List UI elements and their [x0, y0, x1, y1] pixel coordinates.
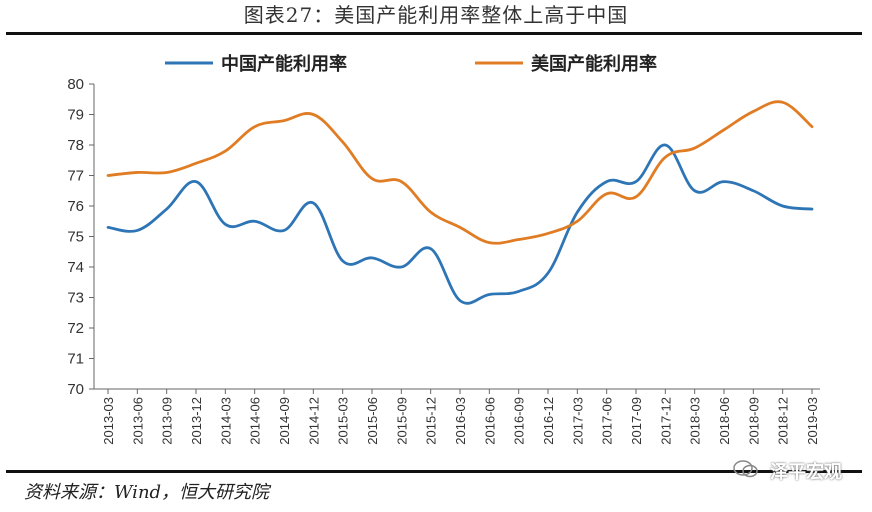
y-tick-label: 76	[67, 198, 84, 215]
x-tick-label: 2016-06	[482, 397, 497, 445]
y-tick-label: 78	[67, 137, 84, 154]
y-tick-label: 77	[67, 168, 84, 185]
series-line	[106, 100, 814, 245]
y-tick-label: 75	[67, 229, 84, 246]
x-tick-label: 2017-09	[629, 397, 644, 445]
figure-title: 图表27：美国产能利用率整体上高于中国	[243, 3, 629, 27]
wechat-icon	[733, 460, 758, 478]
x-tick-label: 2013-06	[130, 397, 145, 445]
chart-ticks: 70 71 72 73 74 75 76 77 78 79 80 2013-03 2013-06 2013…	[67, 76, 820, 445]
x-tick-label: 2015-09	[394, 397, 409, 445]
x-tick-label: 2017-12	[658, 397, 673, 445]
y-tick-label: 79	[67, 107, 84, 124]
x-tick-label: 2013-03	[101, 397, 116, 445]
x-tick-label: 2016-12	[541, 397, 556, 445]
watermark: 泽平宏观	[770, 462, 842, 483]
series-line	[106, 143, 814, 305]
x-tick-label: 2016-03	[453, 397, 468, 445]
x-tick-label: 2015-03	[336, 397, 351, 445]
y-tick-label: 80	[67, 76, 84, 93]
legend-label: 美国产能利用率	[531, 53, 657, 75]
x-tick-label: 2014-09	[277, 397, 292, 445]
chart-legend: 中国产能利用率 美国产能利用率	[165, 53, 657, 75]
x-tick-label: 2014-12	[306, 397, 321, 445]
x-tick-label: 2014-03	[218, 397, 233, 445]
x-tick-label: 2017-06	[600, 397, 615, 445]
x-tick-label: 2018-12	[776, 397, 791, 445]
y-tick-label: 72	[67, 320, 84, 337]
y-tick-label: 73	[67, 290, 84, 307]
line-chart: 中国产能利用率 美国产能利用率 70 71 72 73 74 75 76 77 78 79 80 201…	[67, 53, 820, 445]
bottom-rule	[6, 470, 862, 473]
x-tick-label: 2018-06	[717, 397, 732, 445]
x-tick-label: 2013-12	[189, 397, 204, 445]
x-tick-label: 2016-09	[512, 397, 527, 445]
x-tick-label: 2014-06	[248, 397, 263, 445]
legend-label: 中国产能利用率	[221, 53, 347, 75]
x-tick-label: 2018-03	[688, 397, 703, 445]
y-tick-label: 74	[67, 259, 84, 276]
x-tick-label: 2015-06	[365, 397, 380, 445]
y-tick-label: 70	[67, 381, 84, 398]
source-note: 资料来源：Wind，恒大研究院	[24, 482, 270, 503]
x-tick-label: 2013-09	[160, 397, 175, 445]
y-tick-label: 71	[67, 351, 84, 368]
chart-axes	[93, 84, 820, 390]
chart-series	[106, 100, 814, 305]
top-rule	[6, 32, 862, 35]
x-tick-label: 2017-03	[570, 397, 585, 445]
x-tick-label: 2015-12	[424, 397, 439, 445]
x-tick-label: 2018-09	[746, 397, 761, 445]
x-tick-label: 2019-03	[805, 397, 820, 445]
